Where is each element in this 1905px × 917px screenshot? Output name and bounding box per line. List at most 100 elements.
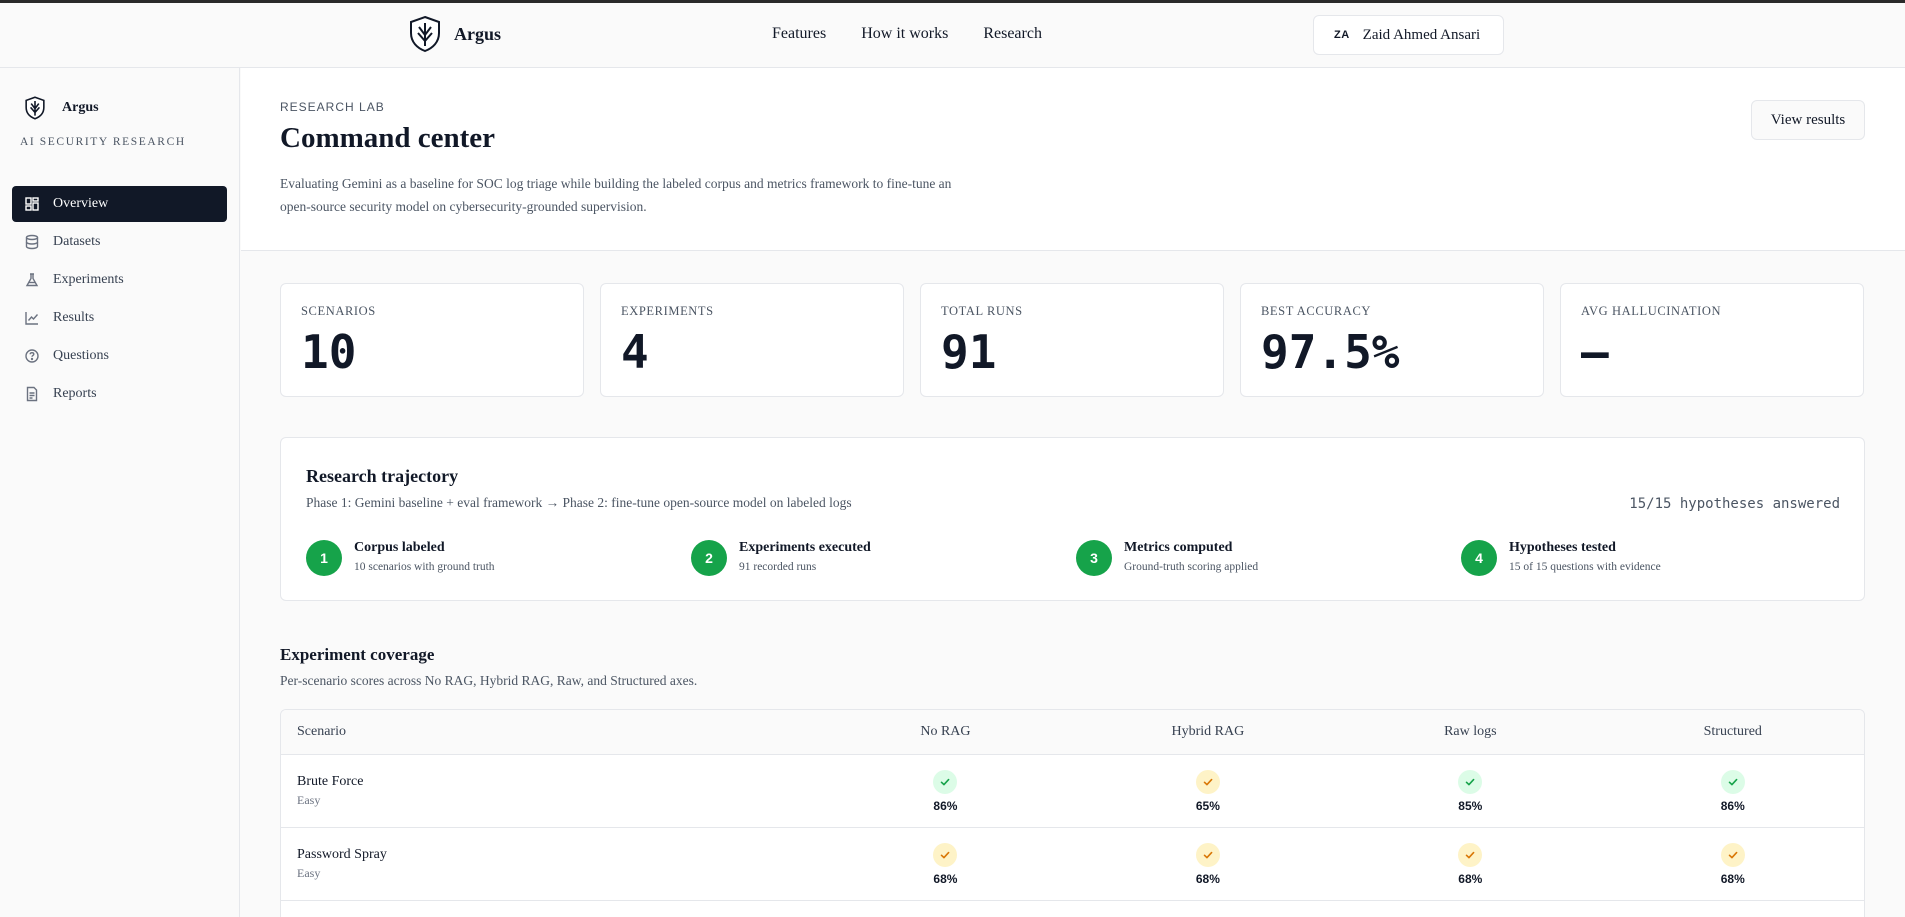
help-circle-icon	[24, 348, 40, 364]
score-value: 85%	[1458, 798, 1483, 813]
column-header-structured[interactable]: Structured	[1703, 724, 1762, 739]
top-accent-line	[0, 0, 1905, 3]
trajectory-subtitle: Phase 1: Gemini baseline + eval framewor…	[306, 495, 852, 510]
sidebar-item-experiments[interactable]: Experiments	[12, 262, 227, 298]
step-number-badge: 2	[691, 540, 727, 576]
score-value: 65%	[1195, 798, 1220, 813]
table-header-row: Scenario No RAG Hybrid RAG Raw logs Stru…	[281, 710, 1864, 755]
page-title: Command center	[280, 122, 496, 154]
sidebar-item-label: Datasets	[53, 234, 101, 249]
stats-row: SCENARIOS 10 EXPERIMENTS 4 TOTAL RUNS 91…	[280, 283, 1864, 397]
stat-value: 97.5%	[1261, 325, 1400, 379]
brand-link[interactable]: Argus	[408, 15, 501, 53]
nav-link-research[interactable]: Research	[983, 25, 1042, 42]
sidebar-brand[interactable]: Argus	[24, 96, 99, 120]
score-cell: 85%	[1339, 769, 1601, 813]
stat-card-avg-hallucination: AVG HALLUCINATION –	[1560, 283, 1864, 397]
stat-card-scenarios: SCENARIOS 10	[280, 283, 584, 397]
stat-value: 91	[941, 325, 997, 379]
scenario-cell: Password Spray Easy	[281, 847, 814, 881]
step-number-badge: 3	[1076, 540, 1112, 576]
check-icon	[1195, 842, 1220, 867]
nav-link-features[interactable]: Features	[772, 25, 827, 42]
top-navigation: Argus Features How it works Research ZA …	[0, 3, 1905, 68]
stat-card-best-accuracy: BEST ACCURACY 97.5%	[1240, 283, 1544, 397]
stat-value: –	[1581, 325, 1609, 379]
score-value: 68%	[933, 871, 958, 886]
user-menu-button[interactable]: ZA Zaid Ahmed Ansari	[1313, 15, 1504, 55]
coverage-subtitle: Per-scenario scores across No RAG, Hybri…	[280, 673, 698, 688]
column-header-no-rag[interactable]: No RAG	[920, 724, 971, 739]
stat-card-total-runs: TOTAL RUNS 91	[920, 283, 1224, 397]
score-cell: 68%	[814, 842, 1076, 886]
column-header-scenario[interactable]: Scenario	[297, 724, 346, 739]
coverage-table: Scenario No RAG Hybrid RAG Raw logs Stru…	[280, 709, 1865, 917]
column-header-raw-logs[interactable]: Raw logs	[1444, 724, 1497, 739]
score-cell: 68%	[1339, 842, 1601, 886]
score-cell: 86%	[814, 769, 1076, 813]
score-cell: 68%	[1602, 842, 1864, 886]
scenario-difficulty: Easy	[297, 793, 321, 807]
stat-label: EXPERIMENTS	[621, 304, 714, 318]
score-value: 68%	[1195, 871, 1220, 886]
view-results-button[interactable]: View results	[1751, 100, 1865, 140]
database-icon	[24, 234, 40, 250]
column-header-hybrid-rag[interactable]: Hybrid RAG	[1171, 724, 1245, 739]
sidebar-item-label: Overview	[53, 196, 109, 211]
research-trajectory-card: Research trajectory Phase 1: Gemini base…	[280, 437, 1865, 601]
sidebar-item-datasets[interactable]: Datasets	[12, 224, 227, 260]
check-icon	[1458, 842, 1483, 867]
check-icon	[933, 769, 958, 794]
sidebar-item-label: Experiments	[53, 272, 124, 287]
nav-link-how-it-works[interactable]: How it works	[861, 25, 949, 42]
sidebar-item-label: Questions	[53, 348, 109, 363]
scenario-name: Brute Force	[297, 774, 364, 789]
line-chart-icon	[24, 310, 40, 326]
table-row[interactable]: Brute Force Easy 86% 65% 85% 86%	[281, 755, 1864, 828]
trajectory-step: 2 Experiments executed 91 recorded runs	[691, 540, 1076, 576]
coverage-title: Experiment coverage	[280, 645, 435, 664]
check-icon	[1720, 842, 1745, 867]
stat-value: 4	[621, 325, 649, 379]
sidebar-item-overview[interactable]: Overview	[12, 186, 227, 222]
stat-label: SCENARIOS	[301, 304, 376, 318]
score-value: 68%	[1458, 871, 1483, 886]
sidebar: Argus AI SECURITY RESEARCH Overview Data…	[0, 68, 240, 917]
grid-icon	[24, 196, 40, 212]
score-value: 68%	[1720, 871, 1745, 886]
step-title: Experiments executed	[739, 540, 871, 555]
sidebar-item-label: Results	[53, 310, 95, 325]
score-cell: 65%	[1077, 769, 1339, 813]
scenario-difficulty: Easy	[297, 866, 321, 880]
step-detail: Ground-truth scoring applied	[1124, 561, 1259, 573]
sidebar-item-questions[interactable]: Questions	[12, 338, 227, 374]
scenario-name: Password Spray	[297, 847, 387, 862]
score-value: 86%	[933, 798, 958, 813]
page-description: Evaluating Gemini as a baseline for SOC …	[280, 176, 952, 214]
scenario-cell: Brute Force Easy	[281, 774, 814, 808]
trajectory-title: Research trajectory	[306, 466, 459, 486]
stat-label: AVG HALLUCINATION	[1581, 304, 1722, 318]
check-icon	[1720, 769, 1745, 794]
step-detail: 91 recorded runs	[739, 561, 817, 573]
score-value: 86%	[1720, 798, 1745, 813]
stat-label: BEST ACCURACY	[1261, 304, 1372, 318]
sidebar-nav: Overview Datasets Experiments Results Qu…	[12, 186, 227, 414]
step-number-badge: 1	[306, 540, 342, 576]
trajectory-step: 3 Metrics computed Ground-truth scoring …	[1076, 540, 1461, 576]
step-title: Hypotheses tested	[1509, 540, 1616, 555]
shield-logo-icon	[410, 15, 440, 53]
step-number-badge: 4	[1461, 540, 1497, 576]
sidebar-item-results[interactable]: Results	[12, 300, 227, 336]
step-title: Metrics computed	[1124, 540, 1233, 555]
sidebar-item-label: Reports	[53, 386, 97, 401]
brand-name: Argus	[454, 23, 502, 44]
stat-card-experiments: EXPERIMENTS 4	[600, 283, 904, 397]
step-detail: 15 of 15 questions with evidence	[1509, 561, 1661, 573]
score-cell: 86%	[1602, 769, 1864, 813]
main-nav: Features How it works Research	[772, 25, 1042, 43]
sidebar-item-reports[interactable]: Reports	[12, 376, 227, 412]
trajectory-step: 1 Corpus labeled 10 scenarios with groun…	[306, 540, 691, 576]
table-row[interactable]: Password Spray Easy 68% 68% 68% 68%	[281, 828, 1864, 901]
stat-label: TOTAL RUNS	[941, 304, 1023, 318]
